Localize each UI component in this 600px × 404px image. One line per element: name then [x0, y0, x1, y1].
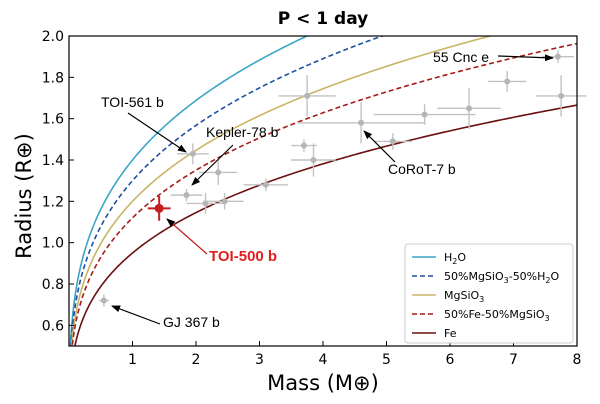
point-marker — [215, 169, 222, 176]
legend: H2O 50%MgSiO3-50%H2O MgSiO3 50%Fe-50%MgSiO3… — [404, 243, 574, 344]
point-marker — [189, 150, 196, 157]
legend-entry-50-mgsio3-50-h2o: 50%MgSiO3-50%H2O — [412, 270, 560, 285]
plot-frame — [68, 35, 578, 347]
composition-curves — [69, 36, 577, 346]
curve-50-mgsio3-50-h2o — [70, 36, 385, 346]
data-point — [488, 71, 527, 92]
curve-fe — [74, 104, 577, 346]
annotation-label-kepler-78-b: Kepler-78 b — [206, 124, 279, 140]
chart-title: P < 1 day — [278, 9, 369, 29]
curve-mgsio3 — [70, 36, 494, 346]
legend-label: H2O — [444, 251, 466, 266]
data-point — [176, 143, 209, 165]
axis-ticks: 1 2 3 4 5 6 7 8 0.6 0.8 1.0 1.2 1.4 1.6 1.8 2.0 — [42, 29, 582, 368]
legend-label: 50%Fe-50%MgSiO3 — [444, 308, 550, 323]
point-marker — [310, 157, 317, 163]
x-tick-label: 3 — [255, 352, 264, 368]
annotation-arrow-toi-500-b — [166, 218, 208, 255]
annotation-label-toi-561-b: TOI-561 b — [101, 94, 164, 110]
data-point — [373, 133, 412, 150]
data-point — [278, 75, 336, 117]
point-marker — [183, 192, 190, 199]
y-tick-label: 2.0 — [42, 29, 64, 45]
data-point — [373, 104, 476, 125]
point-marker — [100, 297, 107, 304]
annotation-arrow-55-cnc-e — [497, 54, 554, 62]
y-tick-label: 0.8 — [42, 277, 64, 293]
y-tick-label: 1.8 — [42, 70, 64, 86]
x-tick-label: 6 — [446, 352, 455, 368]
annotation-arrow-corot-7-b — [363, 130, 396, 163]
annotation-arrow-kepler-78-b — [191, 144, 234, 186]
point-marker — [558, 92, 565, 99]
legend-box — [404, 243, 574, 344]
data-point — [205, 193, 244, 210]
legend-entry-fe: Fe — [412, 327, 457, 340]
annotation-arrow-toi-561-b — [127, 112, 187, 153]
data-point — [542, 50, 574, 63]
point-marker — [262, 181, 269, 188]
annotation-label-corot-7-b: CoRoT-7 b — [388, 161, 456, 177]
x-tick-label: 5 — [382, 352, 391, 368]
data-point — [170, 188, 203, 202]
point-marker — [421, 111, 428, 118]
curve-50-fe-50-mgsio3 — [71, 42, 577, 346]
data-points — [98, 50, 587, 307]
point-marker — [504, 78, 511, 85]
point-marker — [304, 92, 311, 99]
data-point — [186, 193, 225, 214]
legend-label: MgSiO3 — [444, 289, 484, 304]
x-tick-label: 2 — [192, 352, 201, 368]
point-marker — [554, 53, 561, 60]
data-point — [297, 102, 425, 144]
point-marker — [154, 203, 164, 213]
legend-entry-mgsio3: MgSiO3 — [412, 289, 484, 304]
y-tick-label: 1.0 — [42, 236, 64, 252]
y-tick-label: 1.2 — [42, 194, 64, 210]
annotation-label-toi-500-b: TOI-500 b — [209, 248, 277, 265]
data-point — [437, 87, 501, 129]
y-axis-label: Radius (R⊕) — [12, 133, 36, 259]
point-marker — [466, 105, 473, 112]
annotation-arrow-gj-367-b — [111, 305, 161, 325]
y-tick-label: 0.6 — [42, 318, 64, 334]
point-marker — [221, 198, 228, 205]
x-tick-label: 7 — [509, 352, 518, 368]
point-marker — [358, 119, 365, 126]
point-marker — [389, 138, 396, 145]
legend-entry-50-fe-50-mgsio3: 50%Fe-50%MgSiO3 — [412, 308, 550, 323]
annotation-label-gj-367-b: GJ 367 b — [163, 314, 220, 330]
x-tick-label: 4 — [319, 352, 328, 368]
planet-annotations: 55 Cnc e TOI-561 b Kepler-78 b CoRoT-7 b GJ … — [101, 49, 554, 330]
legend-entry-h2o: H2O — [412, 251, 466, 266]
data-point — [243, 178, 289, 191]
data-point — [98, 294, 110, 307]
x-tick-label: 1 — [128, 352, 137, 368]
x-tick-label: 8 — [573, 352, 582, 368]
legend-label: Fe — [444, 327, 457, 340]
y-tick-label: 1.4 — [42, 153, 64, 169]
curve-h2o — [69, 36, 309, 346]
highlight-point-toi-500-b — [147, 195, 171, 221]
annotation-label-55-cnc-e: 55 Cnc e — [433, 49, 489, 65]
legend-label: 50%MgSiO3-50%H2O — [444, 270, 560, 285]
data-point — [291, 139, 317, 152]
x-axis-label: Mass (M⊕) — [267, 371, 379, 395]
point-marker — [300, 142, 307, 149]
data-point — [535, 75, 587, 117]
data-point — [291, 143, 336, 177]
y-tick-label: 1.6 — [42, 112, 64, 128]
